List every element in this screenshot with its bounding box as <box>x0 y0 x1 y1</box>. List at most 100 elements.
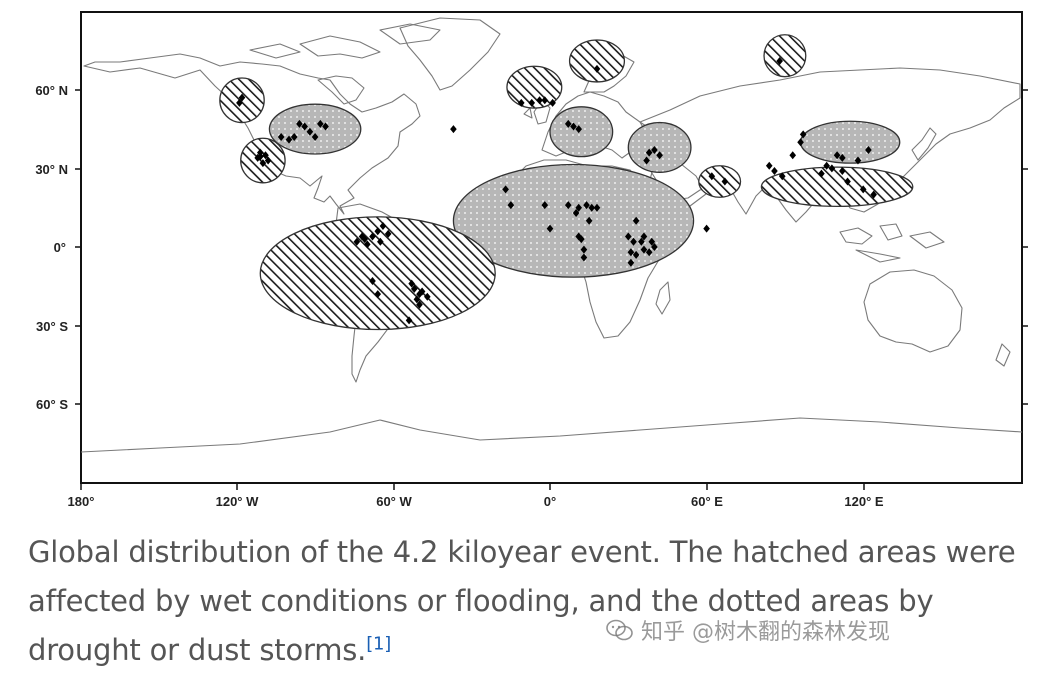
site-marker <box>776 56 783 65</box>
site-marker <box>593 64 601 73</box>
site-marker <box>285 135 293 144</box>
site-marker <box>703 224 710 233</box>
site-marker <box>638 237 645 246</box>
map-plot-area: 60° N 30° N 0° 30° S 60° S 180° 120° W 6… <box>35 11 1028 509</box>
site-marker <box>854 156 862 165</box>
site-marker <box>572 208 580 217</box>
site-marker <box>828 164 836 173</box>
lon-label-60w: 60° W <box>376 494 412 509</box>
wechat-icon <box>606 619 633 641</box>
site-marker <box>546 224 554 233</box>
hudson-bay-coast <box>317 75 365 105</box>
site-marker <box>418 287 426 296</box>
site-marker <box>593 203 601 212</box>
lon-label-120w: 120° W <box>216 494 260 509</box>
site-marker <box>625 232 632 241</box>
site-marker <box>580 245 588 254</box>
region-arabian-sea <box>698 165 742 198</box>
lat-label-60s: 60° S <box>36 397 68 412</box>
site-marker <box>839 167 846 176</box>
reference-link[interactable]: [1] <box>366 633 392 655</box>
site-marker <box>839 153 846 162</box>
site-marker <box>254 153 261 162</box>
site-marker <box>865 146 872 155</box>
lon-label-60e: 60° E <box>691 494 723 509</box>
site-marker <box>536 96 543 105</box>
site-marker <box>789 151 797 160</box>
site-marker <box>588 203 596 212</box>
site-marker <box>575 203 583 212</box>
site-marker <box>823 161 830 170</box>
region-south-asia <box>760 166 914 208</box>
site-marker <box>627 248 635 257</box>
site-marker <box>627 258 635 267</box>
region-mediterranean <box>549 106 614 158</box>
longitude-axis: 180° 120° W 60° W 0° 60° E 120° E <box>68 483 884 509</box>
figure-caption: Global distribution of the 4.2 kiloyear … <box>28 528 1018 675</box>
site-marker <box>450 125 457 134</box>
site-marker <box>379 222 387 231</box>
madagascar-coast <box>655 281 671 315</box>
region-south-america <box>259 216 496 331</box>
site-marker <box>640 232 648 241</box>
lon-label-120e: 120° E <box>844 494 884 509</box>
site-marker <box>238 93 246 102</box>
site-marker <box>580 253 588 262</box>
site-marker <box>651 243 658 251</box>
lat-label-30s: 30° S <box>36 319 68 334</box>
site-marker <box>585 216 593 225</box>
site-marker <box>306 127 314 136</box>
site-marker <box>643 156 650 165</box>
site-marker <box>364 240 371 249</box>
site-marker <box>296 119 303 128</box>
site-marker <box>408 279 415 288</box>
site-marker <box>384 229 392 238</box>
site-marker <box>648 237 656 246</box>
watermark: 知乎 @树木翻的森林发现 <box>605 614 890 646</box>
site-marker <box>583 201 590 210</box>
site-marker <box>645 248 653 257</box>
site-marker <box>311 132 319 141</box>
site-marker <box>541 96 549 105</box>
site-marker <box>236 98 243 107</box>
watermark-text: 知乎 @树木翻的森林发现 <box>641 620 890 645</box>
site-marker <box>410 284 418 293</box>
site-marker <box>256 152 264 161</box>
site-marker <box>859 185 867 194</box>
site-marker <box>317 119 324 128</box>
site-marker <box>517 98 525 107</box>
site-marker <box>721 177 729 186</box>
site-marker <box>541 201 549 210</box>
region-east-asia <box>799 120 901 164</box>
lat-label-60n: 60° N <box>35 83 68 98</box>
north-america-coast <box>83 53 421 215</box>
site-marker <box>277 132 285 141</box>
caption-text: Global distribution of the 4.2 kiloyear … <box>28 535 1016 667</box>
japan-coast <box>911 127 937 161</box>
site-marker <box>570 122 577 131</box>
lon-label-180: 180° <box>68 494 95 509</box>
site-marker <box>424 292 431 301</box>
site-marker <box>374 227 382 236</box>
site-marker <box>262 151 269 160</box>
site-marker <box>528 98 536 107</box>
site-marker <box>844 177 851 186</box>
site-marker <box>632 250 640 259</box>
australia-coast <box>863 269 963 353</box>
site-marker <box>799 130 807 139</box>
greenland-coast <box>399 17 501 91</box>
site-marker <box>259 159 267 168</box>
site-marker <box>353 237 361 246</box>
site-marker <box>870 190 877 199</box>
region-africa <box>452 163 695 278</box>
lon-label-0: 0° <box>544 494 556 509</box>
site-marker <box>645 148 653 157</box>
event-sites <box>236 56 877 325</box>
new-zealand-coast <box>995 343 1011 367</box>
site-marker <box>632 216 640 225</box>
southeast-asia-islands-coast <box>839 223 945 263</box>
site-marker <box>564 119 572 128</box>
site-marker <box>301 122 308 131</box>
world-map-figure: 60° N 30° N 0° 30° S 60° S 180° 120° W 6… <box>35 11 1028 509</box>
site-marker <box>413 295 421 304</box>
